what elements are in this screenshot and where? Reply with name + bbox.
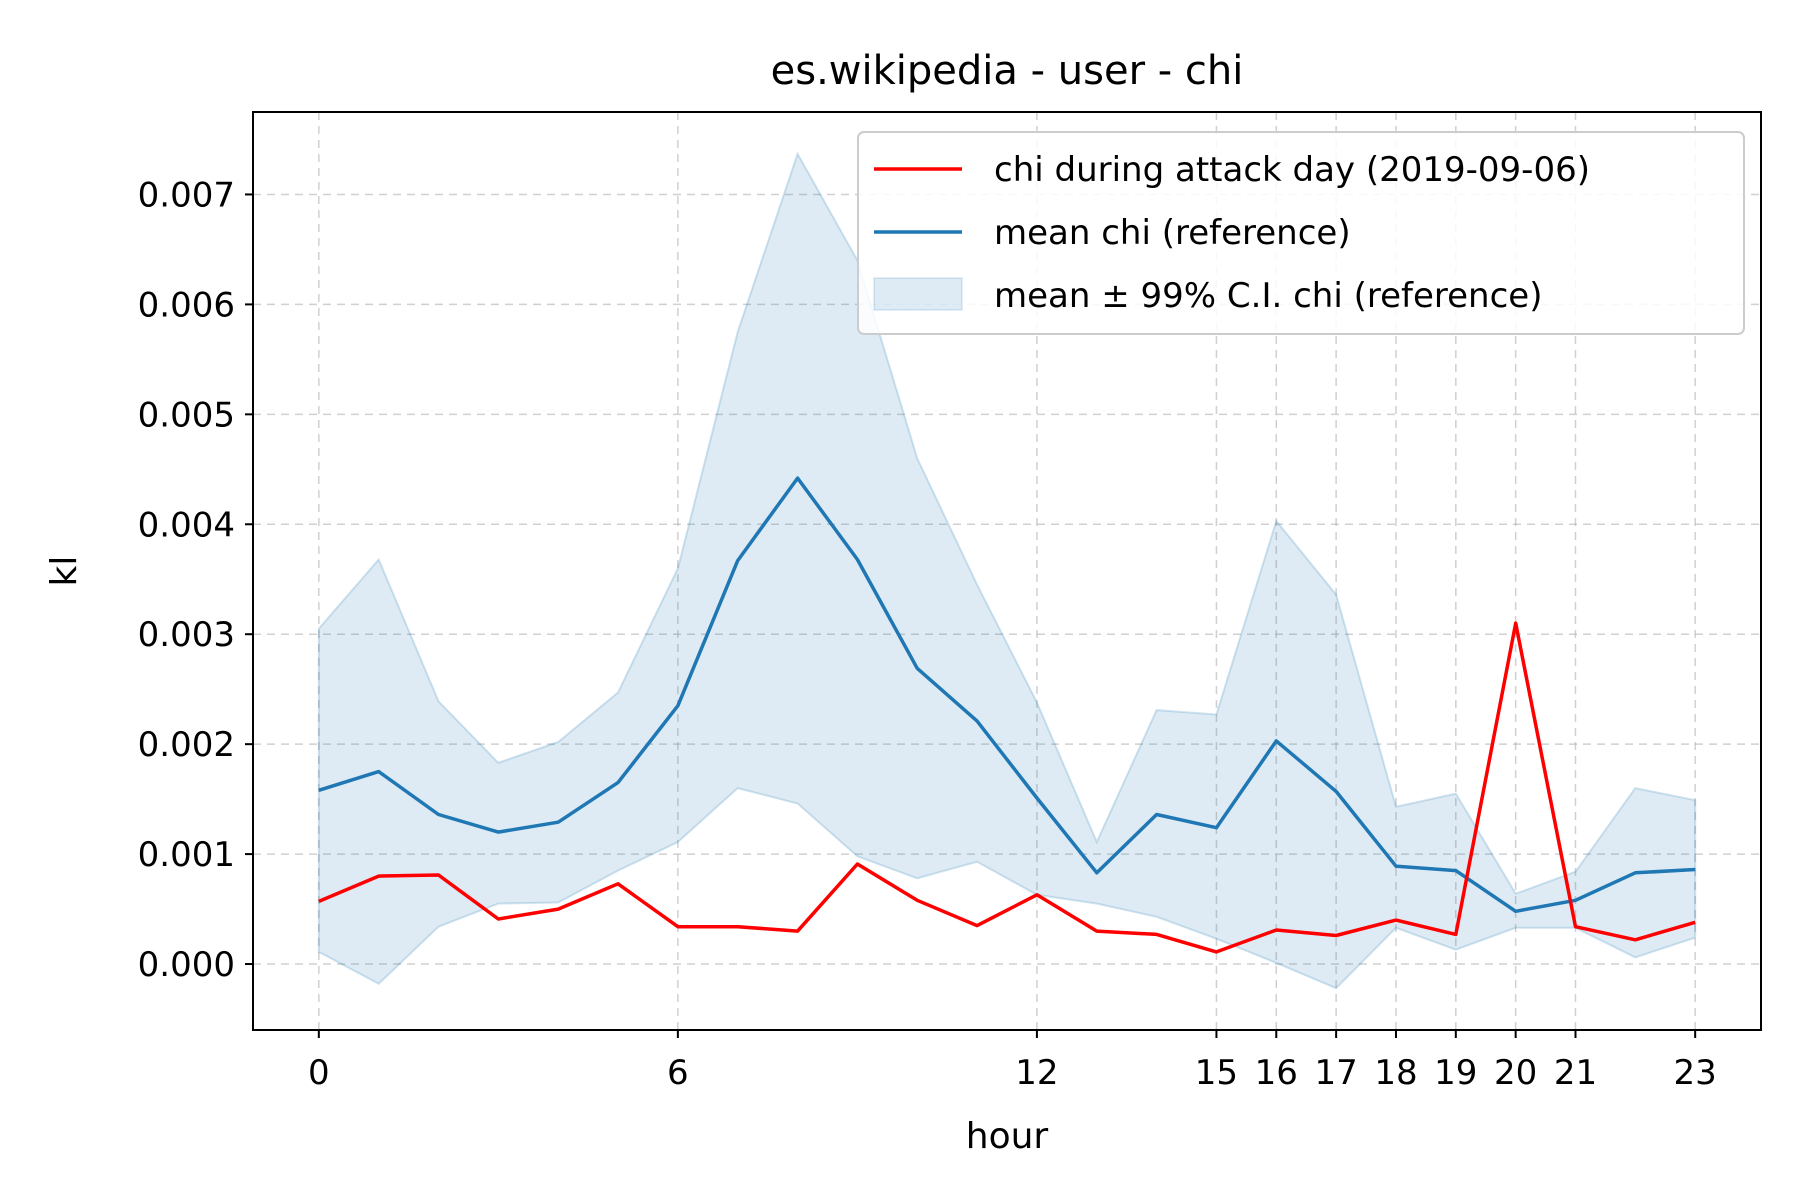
x-tick-label: 16 xyxy=(1255,1053,1298,1093)
legend-label-mean: mean chi (reference) xyxy=(994,213,1351,253)
x-axis-ticks: 0 6 12 15 16 17 18 19 20 21 23 xyxy=(308,1030,1717,1093)
x-tick-label: 15 xyxy=(1195,1053,1238,1093)
series-line-attack xyxy=(318,621,1696,954)
x-tick-label: 23 xyxy=(1674,1053,1717,1093)
legend-label-band: mean ± 99% C.I. chi (reference) xyxy=(994,276,1542,316)
y-tick-label: 0.001 xyxy=(138,835,235,875)
y-tick-label: 0.003 xyxy=(138,615,235,655)
chart-title: es.wikipedia - user - chi xyxy=(771,48,1244,94)
confidence-band-layer xyxy=(317,151,1697,990)
y-axis-ticks: 0.000 0.001 0.002 0.003 0.004 0.005 0.006 0.007 xyxy=(138,175,253,985)
legend-box xyxy=(857,131,1745,335)
y-axis-label: kl xyxy=(44,556,85,587)
x-axis-label: hour xyxy=(966,1116,1049,1157)
x-tick-label: 18 xyxy=(1374,1053,1417,1093)
y-tick-label: 0.005 xyxy=(138,395,235,435)
x-tick-label: 19 xyxy=(1434,1053,1477,1093)
x-tick-label: 12 xyxy=(1015,1053,1058,1093)
y-tick-label: 0.000 xyxy=(138,945,235,985)
x-tick-label: 20 xyxy=(1494,1053,1537,1093)
y-tick-label: 0.002 xyxy=(138,725,235,765)
plot-frame xyxy=(252,111,1762,1031)
x-tick-label: 21 xyxy=(1554,1053,1597,1093)
x-tick-label: 17 xyxy=(1314,1053,1357,1093)
y-tick-label: 0.006 xyxy=(138,285,235,325)
series-layer xyxy=(318,476,1696,954)
y-tick-label: 0.007 xyxy=(138,175,235,215)
confidence-band xyxy=(317,151,1697,990)
legend-label-attack: chi during attack day (2019-09-06) xyxy=(994,150,1590,190)
x-tick-label: 0 xyxy=(308,1053,330,1093)
x-tick-label: 6 xyxy=(667,1053,689,1093)
legend-swatch-band xyxy=(873,277,963,311)
y-tick-label: 0.004 xyxy=(138,505,235,545)
legend: chi during attack day (2019-09-06) mean … xyxy=(857,131,1745,335)
